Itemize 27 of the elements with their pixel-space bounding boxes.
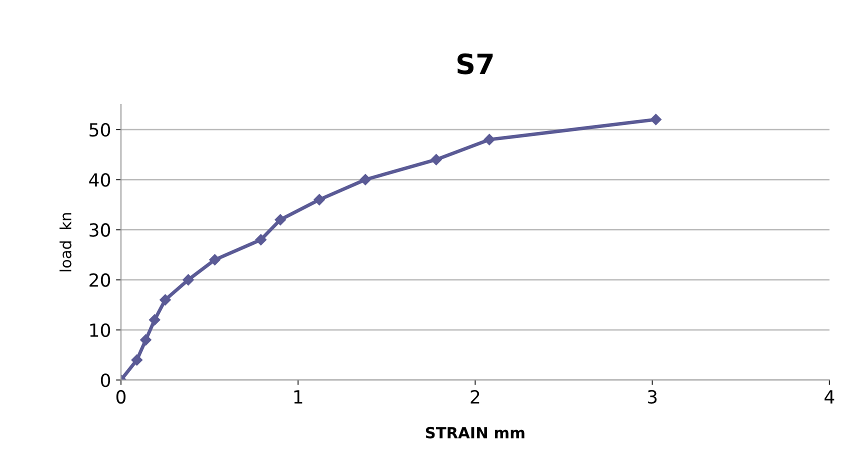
x-tick-label: 0 [116,390,126,404]
point [149,314,160,326]
point [160,294,171,306]
point [274,214,286,226]
x-axis-title: STRAIN mm [426,426,524,438]
y-tick-label: 30 [90,223,110,237]
point [314,194,325,206]
point [430,154,442,166]
x-tick-label: 4 [824,390,834,404]
x-tick-label: 3 [648,390,657,404]
y-tick-label: 10 [90,323,110,338]
x-tick-label: 2 [470,390,480,404]
y-tick-label: 20 [90,273,110,287]
point [484,134,495,146]
y-tick-label: 50 [90,123,110,137]
x-tick-label: 1 [294,390,302,404]
point [650,114,662,126]
point [209,254,220,266]
point [255,234,266,246]
point [131,354,143,366]
point [360,174,371,186]
y-tick-label: 40 [89,173,110,187]
chart-title: S7 [458,53,493,74]
point [140,334,152,346]
y-tick-label: 0 [100,373,110,388]
y-axis-title: load kn [60,213,72,272]
point [182,274,194,286]
